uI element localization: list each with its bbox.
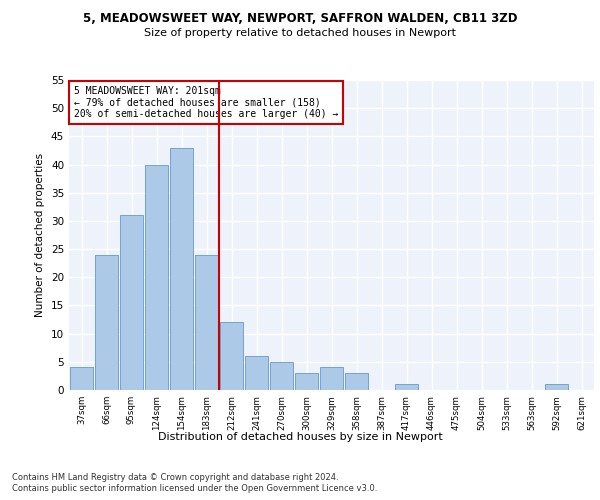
Bar [545, 384, 568, 390]
Bar [220, 322, 243, 390]
Bar [395, 384, 418, 390]
Y-axis label: Number of detached properties: Number of detached properties [35, 153, 46, 317]
Bar [345, 373, 368, 390]
Text: Distribution of detached houses by size in Newport: Distribution of detached houses by size … [158, 432, 442, 442]
Bar [120, 216, 143, 390]
Bar [170, 148, 193, 390]
Bar [295, 373, 318, 390]
Bar [270, 362, 293, 390]
Text: Contains public sector information licensed under the Open Government Licence v3: Contains public sector information licen… [12, 484, 377, 493]
Text: 5, MEADOWSWEET WAY, NEWPORT, SAFFRON WALDEN, CB11 3ZD: 5, MEADOWSWEET WAY, NEWPORT, SAFFRON WAL… [83, 12, 517, 26]
Text: Size of property relative to detached houses in Newport: Size of property relative to detached ho… [144, 28, 456, 38]
Bar [95, 254, 118, 390]
Bar [245, 356, 268, 390]
Bar [320, 368, 343, 390]
Bar [195, 254, 218, 390]
Text: 5 MEADOWSWEET WAY: 201sqm
← 79% of detached houses are smaller (158)
20% of semi: 5 MEADOWSWEET WAY: 201sqm ← 79% of detac… [74, 86, 338, 120]
Bar [70, 368, 93, 390]
Text: Contains HM Land Registry data © Crown copyright and database right 2024.: Contains HM Land Registry data © Crown c… [12, 472, 338, 482]
Bar [145, 164, 168, 390]
